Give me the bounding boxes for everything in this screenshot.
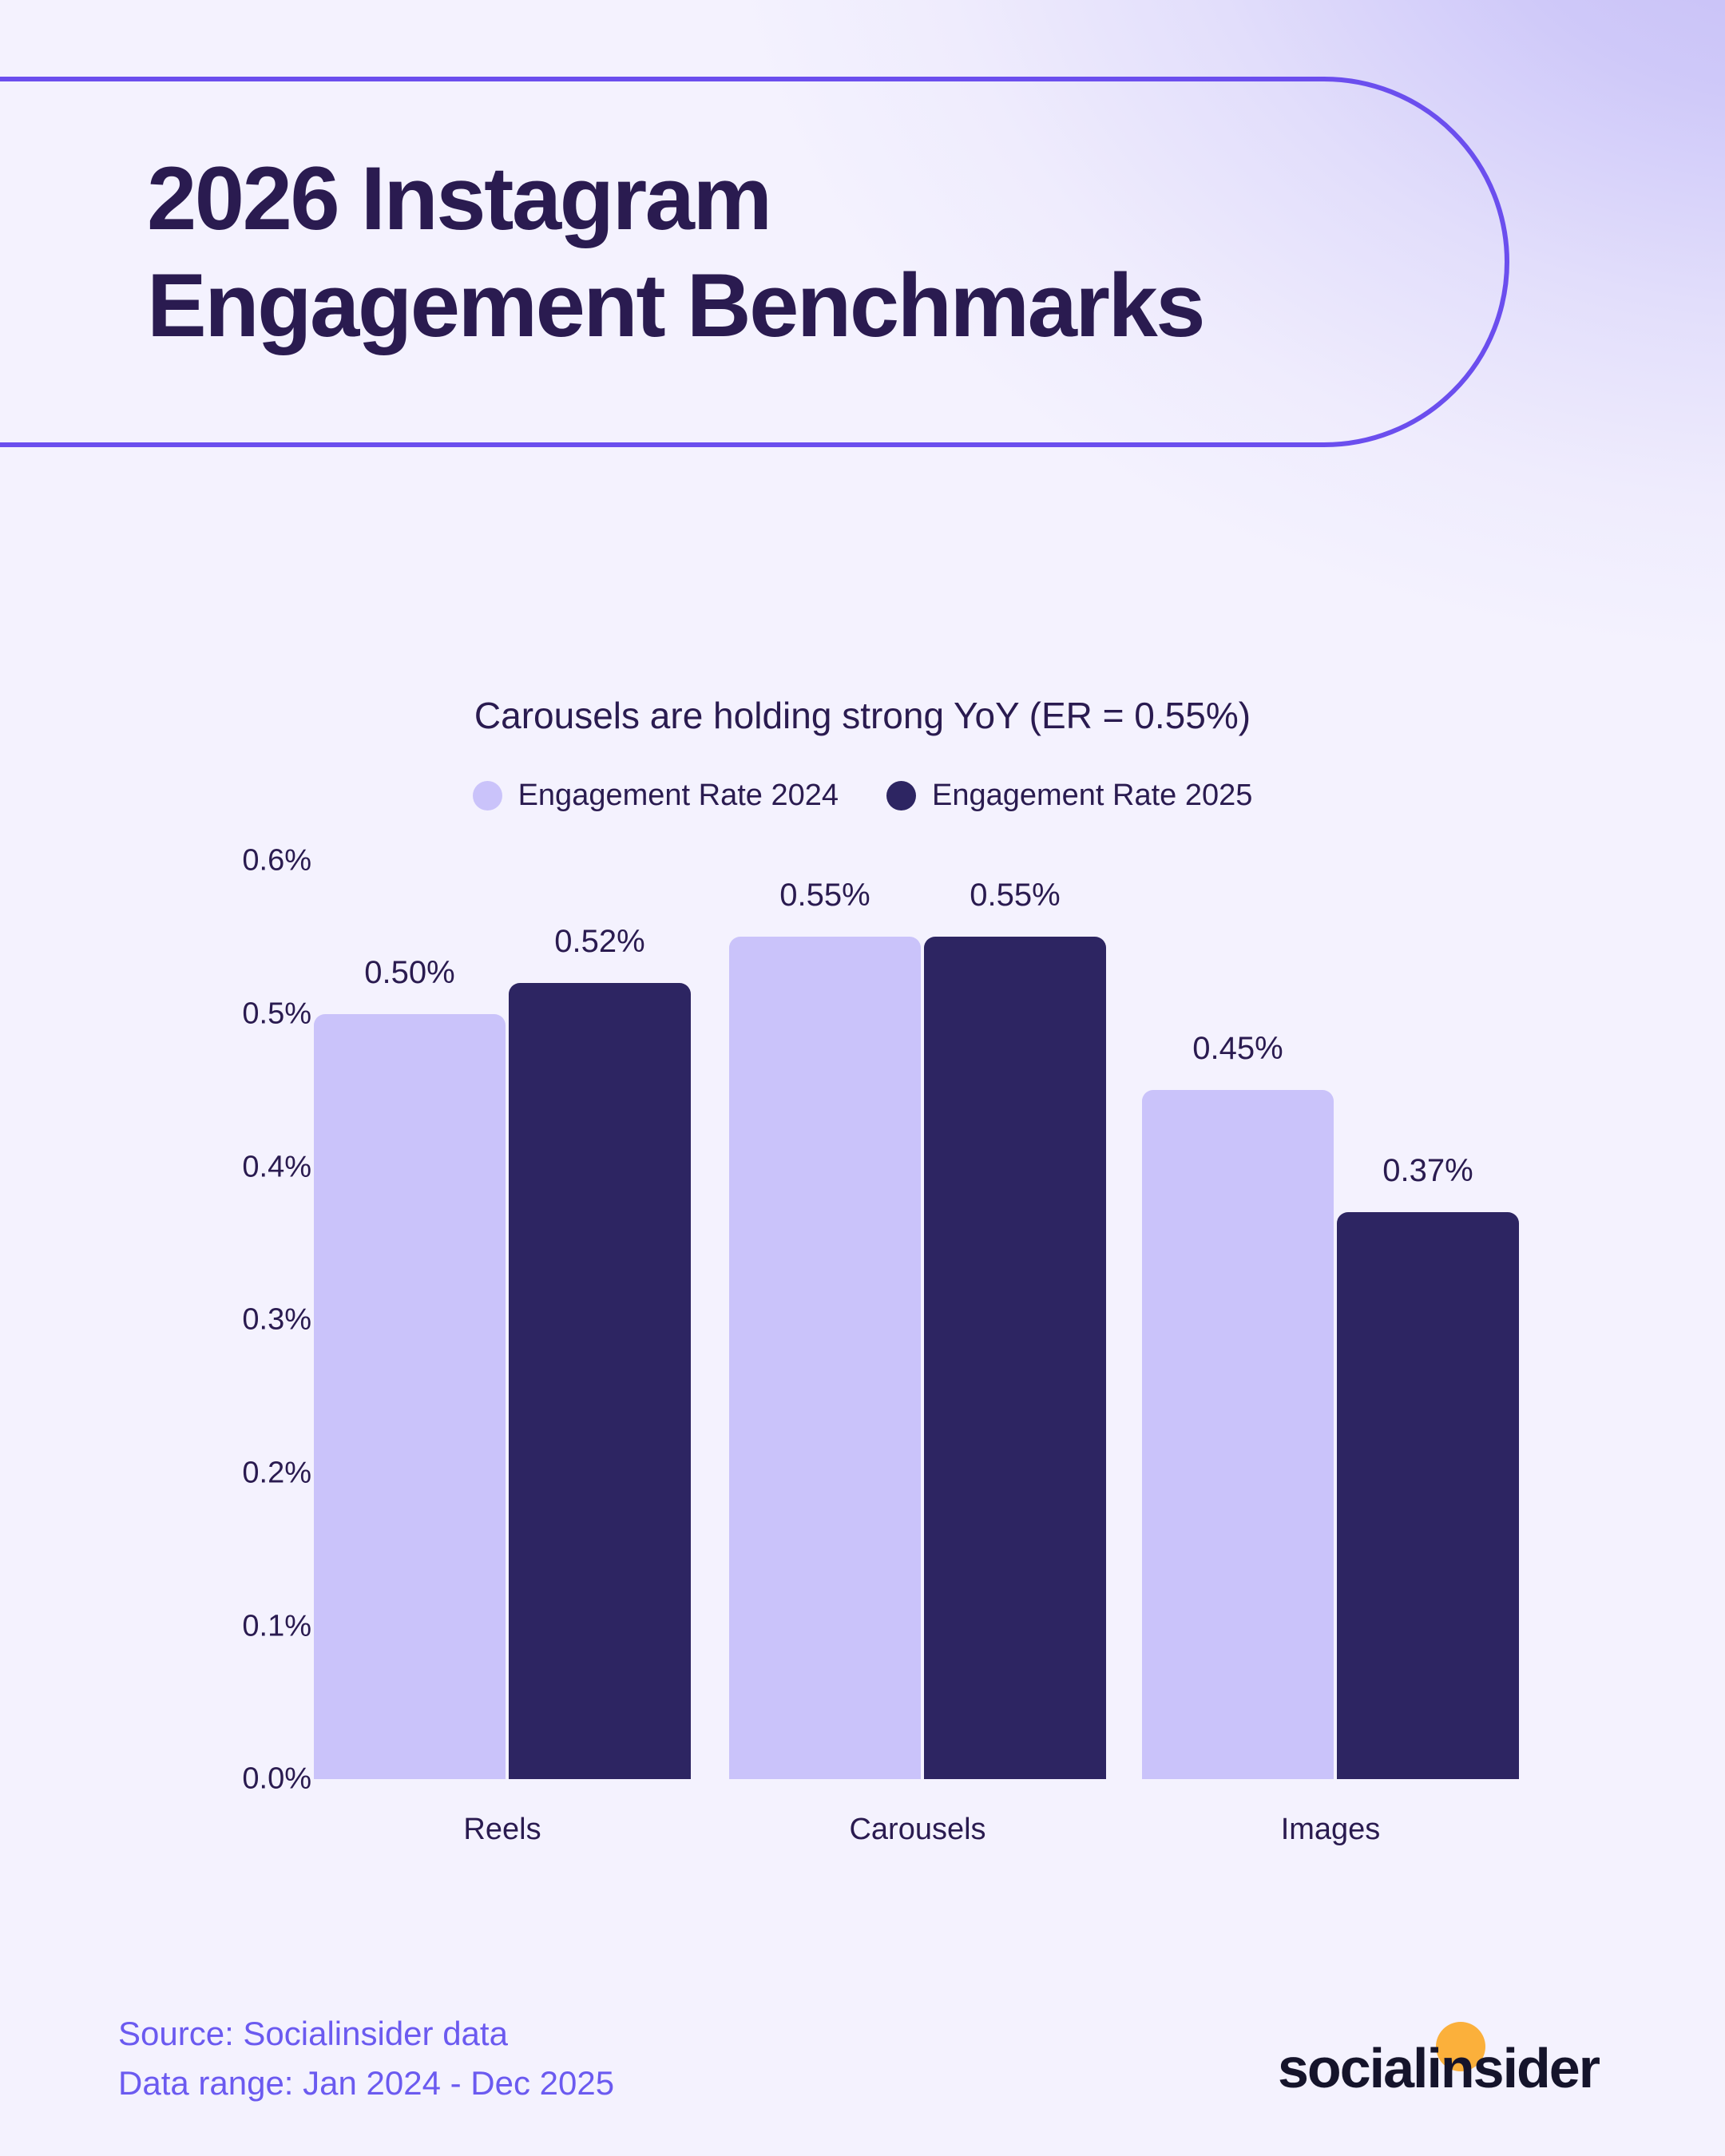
bar-value-carousels-2024: 0.55% (779, 878, 870, 913)
y-axis-tick-2: 0.4% (242, 1150, 311, 1184)
bar-value-images-2025: 0.37% (1382, 1153, 1473, 1188)
footer-source-line: Source: Socialinsider data (118, 2015, 508, 2052)
bar-carousels-2025[interactable] (924, 937, 1106, 1779)
chart-title: Carousels are holding strong YoY (ER = 0… (474, 695, 1251, 736)
page-title-line-1: 2026 Instagram (147, 149, 772, 248)
footer-range-line: Data range: Jan 2024 - Dec 2025 (118, 2064, 615, 2102)
legend-item-2025[interactable]: Engagement Rate 2025 (886, 779, 1252, 813)
bar-images-2025[interactable] (1337, 1212, 1519, 1779)
x-axis-label-reels: Reels (463, 1813, 541, 1846)
legend-item-2024[interactable]: Engagement Rate 2024 (472, 779, 839, 813)
socialinsider-logo: socialinsider (1278, 2014, 1600, 2110)
page-title: 2026 Instagram Engagement Benchmarks (147, 145, 1441, 359)
bar-reels-2025[interactable] (509, 983, 691, 1779)
y-axis-tick-5: 0.1% (242, 1609, 311, 1643)
x-axis-label-images: Images (1280, 1813, 1381, 1846)
bar-images-2024[interactable] (1142, 1090, 1334, 1779)
legend-swatch-icon-2024 (472, 781, 502, 810)
legend-swatch-icon-2025 (886, 781, 916, 810)
y-axis-tick-6: 0.0% (242, 1762, 311, 1796)
y-axis-tick-0: 0.6% (242, 843, 311, 878)
legend-label-2024: Engagement Rate 2024 (518, 779, 839, 812)
chart-legend: Engagement Rate 2024 Engagement Rate 202… (0, 779, 1725, 813)
legend-label-2025: Engagement Rate 2025 (932, 779, 1253, 812)
logo-circle-icon (1436, 2022, 1485, 2071)
logo-wordmark: socialinsider (1278, 2037, 1600, 2099)
y-axis-tick-4: 0.2% (242, 1456, 311, 1490)
bar-value-reels-2024: 0.50% (364, 955, 455, 990)
bar-value-images-2024: 0.45% (1192, 1031, 1283, 1066)
y-axis-tick-1: 0.5% (242, 997, 311, 1031)
bar-value-carousels-2025: 0.55% (970, 878, 1061, 913)
footer-source-block: Source: Socialinsider data Data range: J… (118, 2009, 614, 2108)
bar-reels-2024[interactable] (314, 1014, 506, 1779)
bar-value-reels-2025: 0.52% (554, 924, 645, 959)
page-title-line-2: Engagement Benchmarks (147, 256, 1206, 355)
x-axis-label-carousels: Carousels (849, 1813, 986, 1846)
bar-carousels-2024[interactable] (729, 937, 921, 1779)
y-axis-tick-3: 0.3% (242, 1302, 311, 1337)
